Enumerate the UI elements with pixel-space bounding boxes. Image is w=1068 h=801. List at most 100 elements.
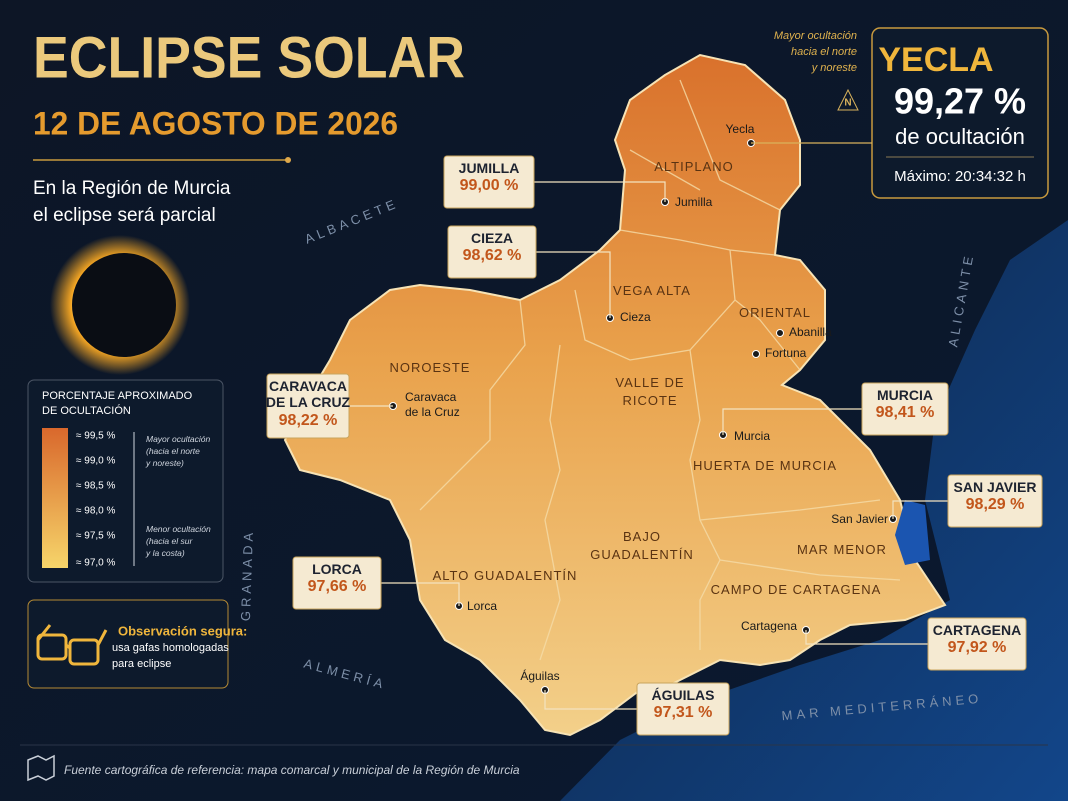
callout-name: LORCA [312, 561, 362, 577]
town-label: San Javier [831, 512, 888, 526]
leader-line [805, 630, 928, 645]
date: 12 DE AGOSTO DE 2026 [33, 105, 398, 141]
town-label-line: Lorca [467, 599, 497, 613]
region-label: CAMPO DE CARTAGENA [711, 582, 882, 597]
region-label-line: ALTO GUADALENTÍN [433, 568, 578, 583]
callout-value: 97,66 % [308, 578, 367, 595]
region-map [283, 53, 947, 737]
region-label-line: GUADALENTÍN [590, 547, 693, 562]
subtitle-line: En la Región de Murcia [33, 178, 231, 199]
town-label-line: Abanilla [789, 325, 832, 339]
region-label: ALTO GUADALENTÍN [433, 568, 578, 583]
leader-line [544, 690, 637, 710]
highlight-label: de ocultación [895, 124, 1025, 149]
title: ECLIPSE SOLAR [33, 25, 465, 90]
callout-box [447, 225, 537, 279]
callout-name: CARTAGENA [933, 622, 1021, 638]
legend-box [27, 379, 224, 583]
town-label-line: Jumilla [675, 195, 713, 209]
callout-value: 99,00 % [460, 177, 519, 194]
callout-box [861, 382, 949, 436]
region-label-line: NOROESTE [390, 360, 471, 375]
leader-line [534, 181, 666, 202]
region-label-line: VALLE DE [615, 375, 684, 390]
legend-level: ≈ 97,5 % [76, 531, 116, 542]
town-label-line: Fortuna [765, 346, 807, 360]
callout-name: JUMILLA [459, 160, 520, 176]
callout-name: ÁGUILAS [652, 687, 715, 703]
legend-level: ≈ 99,5 % [76, 431, 116, 442]
region-label: VEGA ALTA [613, 283, 691, 298]
callout-box [947, 474, 1043, 528]
callout-name: CIEZA [471, 230, 513, 246]
callout-box [292, 556, 382, 610]
leader-line [892, 500, 948, 519]
region-label: ORIENTAL [739, 305, 811, 320]
town-label: Caravaca de la Cruz [405, 390, 460, 419]
legend-level: ≈ 99,0 % [76, 456, 116, 467]
glasses-icon [36, 624, 108, 666]
town-label: Fortuna [765, 346, 807, 360]
highlight-value: 99,27 % [894, 81, 1026, 122]
region-label: NOROESTE [390, 360, 471, 375]
callout-name-line: ÁGUILAS [652, 687, 715, 703]
region-label: MAR MENOR [797, 542, 887, 557]
legend-high-note-line: y noreste) [145, 458, 184, 468]
region-label-line: MAR MENOR [797, 542, 887, 557]
region-label-line: VEGA ALTA [613, 283, 691, 298]
neighbor-label: GRANADA [238, 529, 256, 622]
region-label-line: CAMPO DE CARTAGENA [711, 582, 882, 597]
town-label: Lorca [467, 599, 497, 613]
callout-name-line: MURCIA [877, 387, 933, 403]
compass-icon [837, 88, 859, 111]
town-label: Cieza [620, 310, 651, 324]
highlight-maximum: Máximo: 20:34:32 h [894, 168, 1026, 185]
footer: Fuente cartográfica de referencia: mapa … [64, 763, 520, 777]
town-label-line: San Javier [831, 512, 888, 526]
callout-name-line: CARTAGENA [933, 622, 1021, 638]
map-icon [27, 754, 55, 782]
legend-low-note-line: (hacia el sur [146, 536, 193, 546]
town-label: Yecla [726, 122, 755, 136]
callout-value: 98,22 % [279, 412, 338, 429]
compass-label: N [844, 98, 851, 109]
note-line: y noreste [811, 62, 857, 74]
legend-low-note-line: Menor ocultación [146, 524, 211, 534]
region-label-line: HUERTA DE MURCIA [693, 458, 837, 473]
legend-gradient [42, 428, 68, 568]
region-label-line: ALTIPLANO [654, 159, 734, 174]
note: Mayor ocultación hacia el norte y noreste [774, 30, 857, 74]
callout-box [266, 373, 350, 439]
callout-name: CARAVACA DE LA CRUZ [266, 378, 351, 410]
leader-line [722, 408, 862, 435]
town-label-line: de la Cruz [405, 405, 460, 419]
town-label: Cartagena [741, 619, 797, 633]
town-label-line: Murcia [734, 429, 770, 443]
callout-name-line: LORCA [312, 561, 362, 577]
callout-name-line: JUMILLA [459, 160, 520, 176]
town-dot [776, 329, 784, 337]
callout-name: MURCIA [877, 387, 933, 403]
highlight-name: YECLA [878, 41, 993, 79]
callout-value: 98,29 % [966, 496, 1025, 513]
legend-title: PORCENTAJE APROXIMADO DE OCULTACIÓN [42, 390, 193, 417]
callout-name-line: CIEZA [471, 230, 513, 246]
region-label-line: BAJO [623, 529, 661, 544]
safety-box [27, 599, 229, 689]
region-label: HUERTA DE MURCIA [693, 458, 837, 473]
callout-value: 97,31 % [654, 704, 713, 721]
town-label: Jumilla [675, 195, 713, 209]
callout-name: SAN JAVIER [954, 479, 1037, 495]
legend-level: ≈ 98,0 % [76, 506, 116, 517]
town-label-line: Yecla [726, 122, 755, 136]
borders [419, 79, 901, 661]
legend-low-note-line: y la costa) [145, 548, 185, 558]
eclipse-moon [72, 253, 176, 357]
legend-high-note-line: Mayor ocultación [146, 434, 211, 444]
callout-value: 98,41 % [876, 404, 935, 421]
town-dot [752, 350, 760, 358]
region-label-line: RICOTE [622, 393, 677, 408]
legend-high-note: Mayor ocultación (hacia el norte y noreste… [145, 434, 211, 468]
